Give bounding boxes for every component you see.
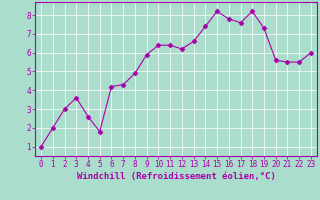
X-axis label: Windchill (Refroidissement éolien,°C): Windchill (Refroidissement éolien,°C): [76, 172, 276, 181]
